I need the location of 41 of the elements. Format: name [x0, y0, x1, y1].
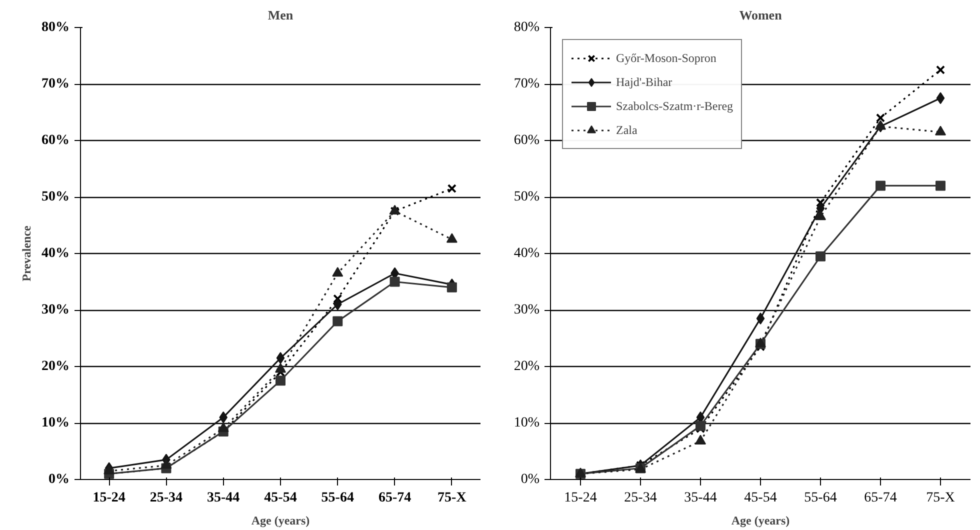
y-axis-title: Prevalence	[20, 224, 34, 282]
y-tick-label: 10%	[42, 416, 70, 430]
y-tick-label: 20%	[514, 359, 540, 374]
x-tick-label: 15-24	[92, 490, 126, 506]
y-tick-label: 50%	[514, 190, 540, 204]
y-tick-label: 30%	[514, 302, 540, 318]
y-tick-label: 50%	[42, 190, 70, 204]
legend-label: Zala	[616, 122, 638, 138]
y-tick-label: 20%	[42, 359, 70, 374]
chart-title: Men	[268, 8, 294, 22]
x-tick-label: 75-X	[926, 490, 955, 506]
y-tick-label: 40%	[514, 246, 540, 261]
x-tick-label: 55-64	[321, 490, 354, 506]
legend-label: Szabolcs-Szatm·r-Bereg	[616, 98, 734, 114]
x-tick-label: 15-24	[564, 490, 597, 506]
x-tick-label: 75-X	[438, 490, 466, 506]
chart-title: Women	[739, 8, 783, 22]
y-tick-label: 0%	[48, 472, 70, 487]
x-axis-title: Age (years)	[251, 514, 310, 528]
x-tick-label: 35-44	[207, 490, 240, 506]
x-tick-label: 65-74	[864, 490, 897, 506]
legend-label: Győr-Moson-Sopron	[616, 50, 716, 66]
y-tick-label: 70%	[514, 76, 540, 92]
y-tick-label: 40%	[42, 246, 70, 261]
x-tick-label: 25-34	[150, 490, 183, 506]
x-tick-label: 65-74	[378, 490, 412, 506]
x-tick-label: 45-54	[744, 490, 777, 506]
y-tick-label: 30%	[42, 302, 70, 318]
y-tick-label: 80%	[514, 20, 540, 35]
x-tick-label: 35-44	[684, 490, 717, 506]
x-tick-label: 25-34	[624, 490, 657, 506]
y-tick-label: 70%	[42, 76, 70, 92]
y-tick-label: 0%	[520, 472, 540, 487]
y-tick-label: 60%	[514, 133, 540, 148]
x-tick-label: 45-54	[264, 490, 297, 506]
y-tick-label: 80%	[42, 20, 70, 35]
y-tick-label: 60%	[42, 133, 70, 148]
x-axis-title: Age (years)	[731, 514, 790, 528]
legend-label: Hajd'-Bihar	[616, 74, 672, 90]
x-tick-label: 55-64	[804, 490, 837, 506]
y-tick-label: 10%	[514, 416, 540, 430]
